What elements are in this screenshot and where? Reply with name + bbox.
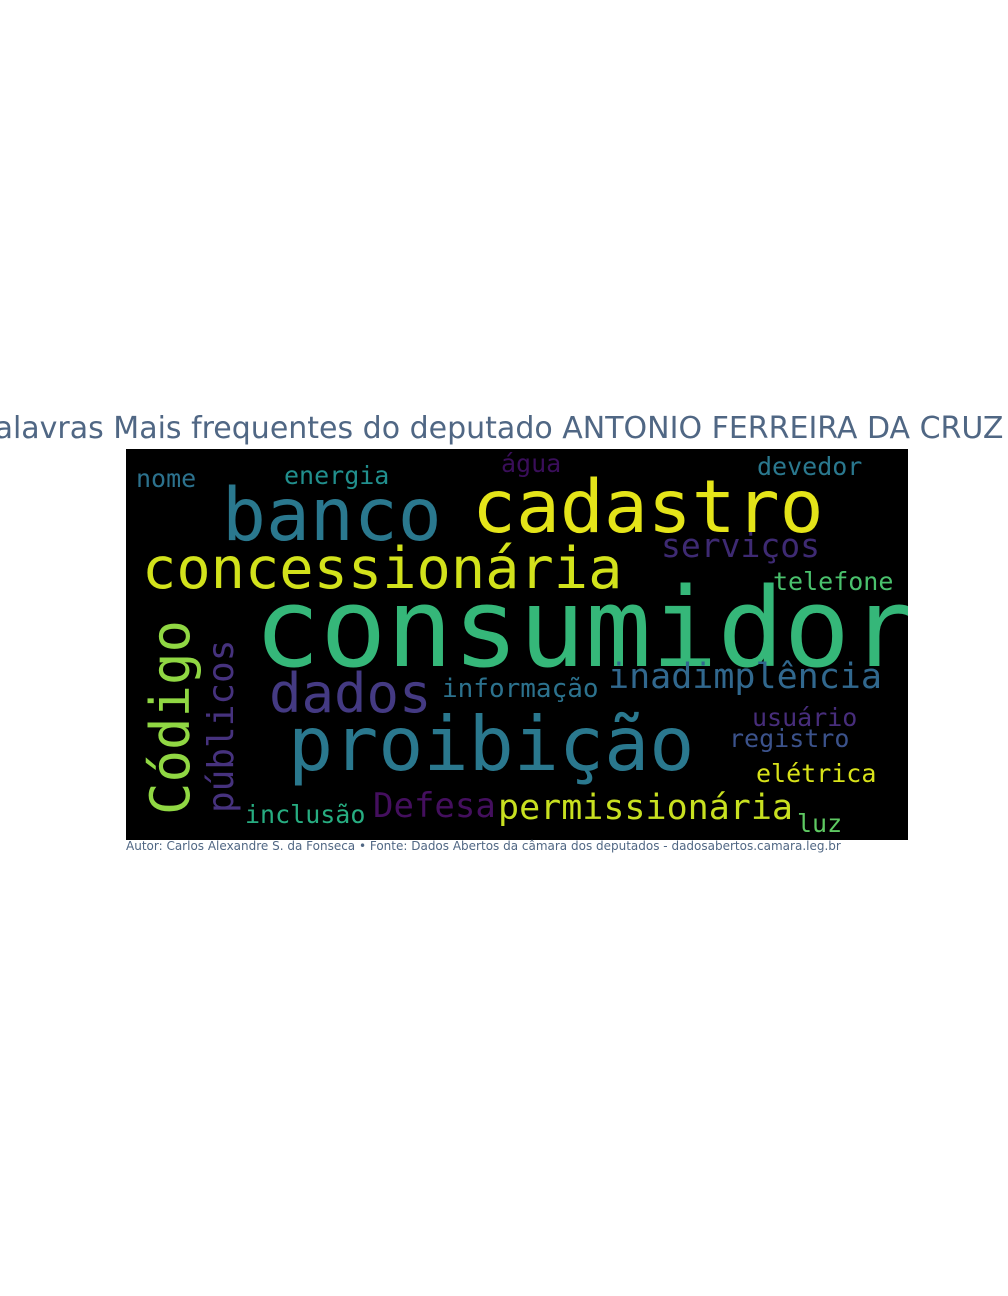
word-servicos: serviços	[661, 526, 820, 565]
word-publicos: públicos	[201, 639, 242, 813]
chart-title: Palavras Mais frequentes do deputado ANT…	[0, 411, 1008, 446]
word-cadastro: cadastro	[472, 465, 824, 550]
word-consumidor: consumidor	[254, 564, 908, 692]
word-defesa: Defesa	[373, 786, 496, 826]
word-cloud: consumidor cadastro banco proibição conc…	[126, 449, 908, 840]
word-concessionaria: concessionária	[142, 536, 623, 602]
word-permissionaria: permissionária	[498, 788, 794, 828]
source-caption: Autor: Carlos Alexandre S. da Fonseca • …	[126, 839, 841, 853]
word-eletrica: elétrica	[756, 759, 877, 788]
word-informacao: informação	[442, 674, 599, 704]
word-inadimplencia: inadimplência	[608, 657, 882, 697]
word-energia: energia	[284, 461, 390, 490]
word-nome: nome	[136, 464, 197, 493]
word-registro: registro	[729, 724, 850, 753]
word-banco: banco	[222, 473, 442, 558]
word-inclusao: inclusão	[245, 800, 366, 829]
word-codigo: Código	[139, 619, 202, 815]
word-devedor: devedor	[757, 452, 863, 481]
word-dados: dados	[269, 662, 432, 725]
word-proibicao: proibição	[288, 700, 695, 788]
word-telefone: telefone	[773, 567, 894, 596]
word-usuario: usuário	[752, 703, 858, 732]
word-luz: luz	[797, 809, 843, 838]
word-agua: água	[501, 449, 562, 478]
